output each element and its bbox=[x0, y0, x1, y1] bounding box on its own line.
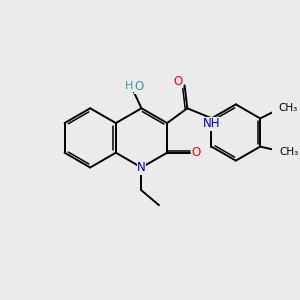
Text: CH₃: CH₃ bbox=[280, 147, 299, 157]
Text: CH₃: CH₃ bbox=[278, 103, 298, 113]
Text: NH: NH bbox=[203, 117, 220, 130]
Text: H: H bbox=[124, 82, 133, 92]
Text: N: N bbox=[137, 161, 146, 174]
Text: O: O bbox=[173, 75, 182, 88]
Text: O: O bbox=[191, 146, 200, 159]
Text: O: O bbox=[134, 80, 143, 93]
